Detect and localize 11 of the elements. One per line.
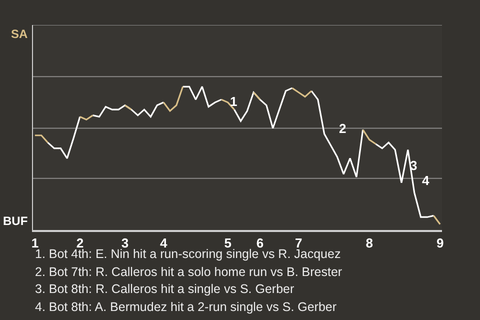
text: BUF (3, 214, 28, 228)
text: 2. Bot 7th: R. Calleros hit a solo home run vs B. Brester (35, 265, 342, 279)
annotation: 3 (410, 158, 418, 173)
text: 4. Bot 8th: A. Bermudez hit a 2-run single vs S. Gerber (35, 300, 337, 314)
annotation: 2 (339, 121, 346, 136)
x-tick-label: 8 (366, 235, 373, 250)
annotation: 4 (422, 173, 430, 188)
x-tick-label: 9 (436, 235, 444, 250)
text: 3. Bot 8th: R. Calleros hit a single vs S. Gerber (35, 282, 294, 296)
annotation: 1 (230, 94, 238, 109)
text: SA (11, 27, 28, 41)
